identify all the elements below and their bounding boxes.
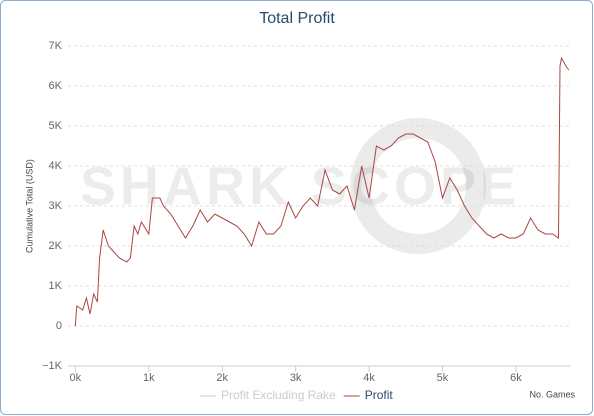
legend-label: Profit: [365, 388, 394, 402]
x-axis-label: No. Games: [529, 389, 575, 399]
x-tick-label: 1k: [143, 372, 155, 384]
watermark: SHARK SCOPE: [80, 156, 520, 216]
watermark-logo: [350, 118, 486, 254]
line-series: [74, 56, 570, 327]
chart-title: Total Profit: [259, 10, 335, 27]
y-tick-label: 0: [56, 320, 62, 332]
x-tick-label: 3k: [290, 372, 302, 384]
x-tick-label: 2k: [216, 372, 228, 384]
y-tick-label: −1K: [42, 360, 63, 372]
y-tick-label: 3K: [49, 200, 63, 212]
y-tick-label: 4K: [49, 160, 63, 172]
x-tick-label: 4k: [363, 372, 375, 384]
y-tick-label: 5K: [49, 120, 63, 132]
x-tick-label: 6k: [510, 372, 522, 384]
y-tick-label: 6K: [49, 80, 63, 92]
y-tick-label: 1K: [49, 280, 63, 292]
y-tick-label: 2K: [49, 240, 63, 252]
x-tick-label: 0k: [70, 372, 82, 384]
y-tick-label: 7K: [49, 40, 63, 52]
x-tick-label: 5k: [437, 372, 449, 384]
legend-label: Profit Excluding Rake: [221, 388, 336, 402]
y-axis-label: Cumulative Total (USD): [24, 159, 34, 253]
